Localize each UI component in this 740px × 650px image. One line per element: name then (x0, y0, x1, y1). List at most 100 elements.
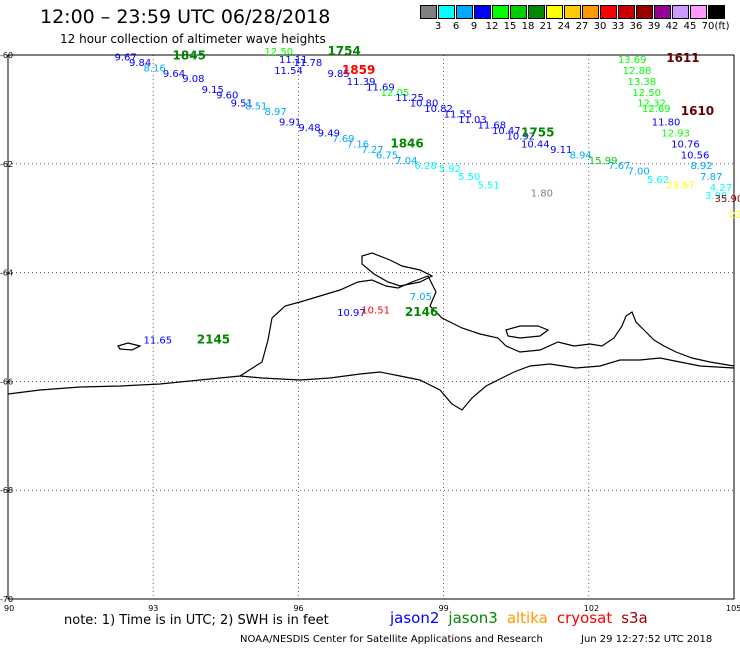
lat-tick-label: -66 (0, 377, 13, 386)
wave-height-label: 8.51 (245, 101, 267, 112)
wave-height-label: 8.16 (144, 63, 166, 74)
wave-height-label: 9.49 (318, 129, 340, 140)
legend-label: 6 (452, 21, 460, 32)
wave-height-label: 13.69 (618, 55, 647, 66)
wave-height-label: 10.92 (507, 131, 536, 142)
legend-swatch (420, 5, 437, 19)
wave-height-label: 10.47 (492, 126, 521, 137)
footer-note: note: 1) Time is in UTC; 2) SWH is in fe… (64, 613, 329, 628)
wave-height-label: 9.11 (550, 145, 572, 156)
wave-height-label: 5.50 (458, 172, 480, 183)
pass-time-label: 2145 (197, 332, 230, 346)
pass-time-label: 2146 (405, 305, 438, 319)
islet-west (117, 342, 142, 351)
legend-swatch (636, 5, 653, 19)
legend-label: 9 (470, 21, 478, 32)
wave-height-label: 9.67 (114, 52, 136, 63)
wave-height-label: 11.03 (458, 115, 487, 126)
legend-label: 33 (611, 21, 625, 32)
wave-height-label: 23.57 (666, 180, 695, 191)
wave-height-label: 7.27 (361, 145, 383, 156)
lon-tick-label: 99 (439, 604, 449, 613)
wave-height-label: 7.69 (332, 134, 354, 145)
legend-unit: (ft) (714, 21, 730, 32)
wave-height-label: 11.55 (444, 110, 473, 121)
lat-tick-label: -64 (0, 269, 13, 278)
legend-swatch (492, 5, 509, 19)
wave-height-label: 12.50 (632, 88, 661, 99)
wave-height-label: 11.69 (366, 82, 395, 93)
satellite-legend: jason2 jason3 altika cryosat s3a (390, 609, 657, 627)
wave-height-label: 10.97 (337, 308, 366, 319)
wave-height-label: 35.90 (715, 194, 740, 205)
legend-label: 15 (503, 21, 517, 32)
page-title: 12:00 – 23:59 UTC 06/28/2018 (40, 6, 331, 28)
lat-tick-label: -70 (0, 595, 13, 604)
antarctic-coastline (7, 275, 735, 395)
legend-swatch (654, 5, 671, 19)
legend-label: 24 (557, 21, 571, 32)
wave-height-label: 11.78 (294, 58, 323, 69)
wave-height-label: 1.80 (531, 188, 553, 199)
wave-height-label: 3.90 (705, 191, 727, 202)
coastline (7, 252, 735, 411)
wave-height-label: 8.97 (265, 107, 287, 118)
wave-height-label: 8.94 (569, 150, 591, 161)
legend-swatch (708, 5, 725, 19)
lat-tick-label: -68 (0, 486, 13, 495)
footer-timestamp: Jun 29 12:27:52 UTC 2018 (581, 634, 713, 645)
lat-tick-label: -60 (0, 51, 13, 60)
wave-height-label: 10.44 (521, 139, 550, 150)
legend-swatch (528, 5, 545, 19)
wave-height-label: 7.00 (628, 167, 650, 178)
wave-height-label: 7.87 (700, 172, 722, 183)
wave-height-label: 9.60 (216, 91, 238, 102)
wave-height-label: 9.91 (279, 118, 301, 129)
wave-height-label: 11.68 (477, 120, 506, 131)
pass-time-label: 1859 (342, 63, 375, 77)
pass-time-label: 1611 (666, 51, 699, 65)
wave-height-label: 5.92 (439, 164, 461, 175)
satellite-name-altika: altika (506, 609, 548, 627)
satellite-name-jason2: jason2 (390, 609, 440, 627)
wave-height-label: 6.75 (376, 150, 398, 161)
wave-height-label: 12.32 (637, 99, 666, 110)
wave-height-label: 23 (729, 210, 740, 221)
small-island-outline (505, 325, 550, 339)
satellite-name-s3a: s3a (621, 609, 648, 627)
legend-swatch (618, 5, 635, 19)
wave-height-label: 9.08 (182, 74, 204, 85)
pass-time-label: 1845 (173, 48, 206, 62)
legend-swatch (510, 5, 527, 19)
ice-shelf-edge (239, 357, 735, 411)
legend-swatch (600, 5, 617, 19)
wave-height-label: 9.85 (327, 69, 349, 80)
lon-tick-label: 96 (293, 604, 303, 613)
footer-credit: NOAA/NESDIS Center for Satellite Applica… (240, 634, 543, 645)
wave-height-labels: 9.679.848.169.649.089.159.609.518.518.97… (114, 47, 740, 346)
satellite-name-jason3: jason3 (448, 609, 498, 627)
page-subtitle: 12 hour collection of altimeter wave hei… (60, 32, 326, 46)
wave-height-label: 7.67 (608, 161, 630, 172)
lon-tick-label: 93 (148, 604, 158, 613)
legend-swatch (546, 5, 563, 19)
legend-label: 18 (521, 21, 535, 32)
lat-tick-label: -62 (0, 160, 13, 169)
wave-height-label: 10.80 (410, 99, 439, 110)
wave-height-label: 7.05 (410, 292, 432, 303)
wave-height-label: 10.76 (671, 139, 700, 150)
legend-swatch (690, 5, 707, 19)
wave-height-label: 11.65 (144, 335, 173, 346)
pass-time-label: 1754 (327, 44, 360, 58)
legend-label: 12 (485, 21, 499, 32)
legend-label: 39 (647, 21, 661, 32)
wave-height-label: 15.99 (589, 156, 618, 167)
axis-labels: 90 93 96 99 102 105 -60 -62 -64 -66 -68 -70 (0, 51, 740, 613)
wave-height-label: 4.27 (710, 183, 732, 194)
wave-height-label: 7.04 (395, 156, 417, 167)
wave-height-label: 9.51 (231, 99, 253, 110)
legend-label: 42 (665, 21, 679, 32)
legend-label: 70 (701, 21, 715, 32)
wave-height-label: 12.50 (265, 47, 294, 58)
